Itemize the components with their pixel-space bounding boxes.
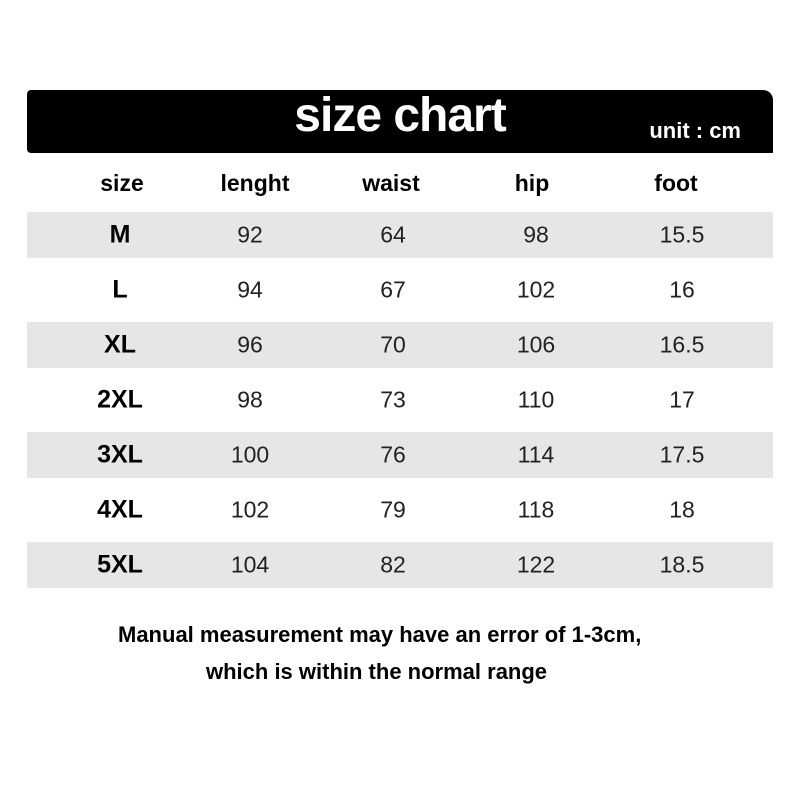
chart-title: size chart xyxy=(294,89,506,142)
size-cell: L xyxy=(112,275,128,304)
column-header-size: size xyxy=(100,170,144,196)
table-row: L 94 67 102 16 xyxy=(27,267,773,313)
size-cell: 5XL xyxy=(97,550,143,579)
table-cell-lenght: 92 xyxy=(237,221,263,248)
table-cell-hip: 98 xyxy=(523,221,549,248)
note-line-1: Manual measurement may have an error of … xyxy=(118,622,642,647)
table-cell-foot: 18.5 xyxy=(659,551,705,578)
table-cell-waist: 82 xyxy=(380,551,406,578)
table-cell-foot: 16 xyxy=(669,276,695,303)
table-cell-hip: 118 xyxy=(517,496,555,523)
table-cell-foot: 18 xyxy=(669,496,695,523)
table-row: 4XL 102 79 118 18 xyxy=(27,487,773,533)
table-cell-waist: 64 xyxy=(380,221,406,248)
title-banner: size chart unit : cm xyxy=(27,89,773,153)
table-cell-hip: 102 xyxy=(516,276,556,303)
table-cell-lenght: 102 xyxy=(230,496,270,523)
table-cell-hip: 110 xyxy=(517,386,555,413)
table-row: M 92 64 98 15.5 xyxy=(27,212,773,258)
size-cell: XL xyxy=(104,330,136,359)
table-cell-hip: 114 xyxy=(517,441,555,468)
table-cell-lenght: 100 xyxy=(230,441,270,468)
table-row: 5XL 104 82 122 18.5 xyxy=(27,542,773,588)
table-row: 3XL 100 76 114 17.5 xyxy=(27,432,773,478)
table-cell-waist: 76 xyxy=(380,441,406,468)
column-header-foot: foot xyxy=(654,170,698,196)
table-cell-foot: 17.5 xyxy=(659,441,705,468)
table-row: 2XL 98 73 110 17 xyxy=(27,377,773,423)
table-row: XL 96 70 106 16.5 xyxy=(27,322,773,368)
table-cell-lenght: 98 xyxy=(237,386,263,413)
note-line-2: which is within the normal range xyxy=(206,659,548,684)
table-cell-hip: 106 xyxy=(516,331,556,358)
size-cell: 3XL xyxy=(97,440,143,469)
column-header-hip: hip xyxy=(514,170,550,196)
table-cell-waist: 70 xyxy=(380,331,406,358)
column-header-waist: waist xyxy=(362,170,420,196)
size-cell: M xyxy=(109,220,131,249)
table-cell-waist: 73 xyxy=(380,386,406,413)
column-header-lenght: lenght xyxy=(220,170,290,196)
table-cell-waist: 67 xyxy=(380,276,406,303)
table-cell-lenght: 94 xyxy=(237,276,263,303)
table-cell-lenght: 96 xyxy=(237,331,263,358)
table-cell-hip: 122 xyxy=(516,551,556,578)
table-cell-foot: 15.5 xyxy=(659,221,705,248)
table-cell-foot: 16.5 xyxy=(659,331,705,358)
unit-label: unit : cm xyxy=(649,118,741,143)
size-cell: 4XL xyxy=(97,495,143,524)
table-cell-lenght: 104 xyxy=(230,551,270,578)
table-cell-waist: 79 xyxy=(380,496,406,523)
size-cell: 2XL xyxy=(97,385,143,414)
table-cell-foot: 17 xyxy=(669,386,695,413)
